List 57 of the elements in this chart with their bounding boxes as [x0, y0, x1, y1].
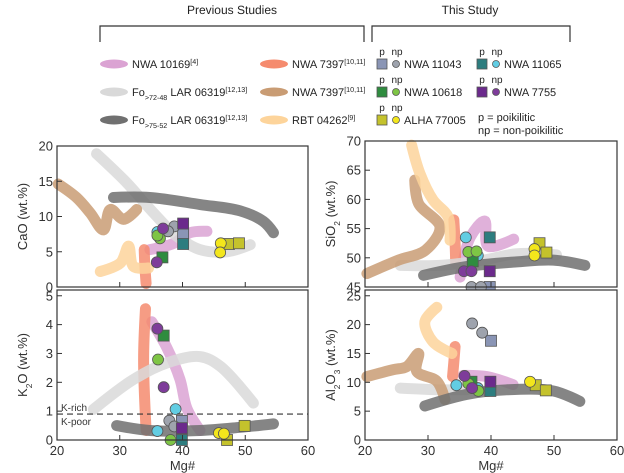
text: np	[391, 75, 403, 86]
x-tick-label: 30	[112, 443, 127, 458]
legend-label: NWA 7397$^{[10,11]}$	[292, 86, 366, 99]
y-tick-label: 4	[46, 317, 53, 332]
x-tick-label: 40	[484, 443, 498, 458]
x-tick-label: 30	[420, 443, 436, 458]
y-tick-label: 2	[46, 374, 53, 390]
text: np = non-poikilitic	[478, 125, 564, 137]
x-tick-label: 60	[610, 443, 624, 458]
text: p	[379, 75, 385, 86]
legend-label: Fo$_{>75-52}$ LAR 06319$^{[12,13]}$	[132, 114, 248, 130]
text: p	[479, 47, 485, 58]
y-tick-label: 50	[346, 250, 361, 266]
y-tick-label: 15	[346, 346, 361, 361]
y-tick-label: 65	[346, 162, 361, 178]
y-axis-title: CaO (wt.%)	[15, 182, 30, 250]
y-tick-label: 0	[354, 432, 361, 448]
x-axis-title: Mg#	[478, 458, 504, 473]
annotation: K-poor	[61, 417, 92, 428]
legend-label: Fo$_{>72-48}$ LAR 06319$^{[12,13]}$	[132, 86, 248, 102]
y-tick-label: 55	[346, 221, 361, 236]
y-tick-label: 10	[38, 209, 53, 224]
legend-label: ALHA 77005	[404, 115, 466, 127]
text: This Study	[442, 3, 498, 17]
x-tick-label: 60	[300, 443, 316, 458]
legend-label: NWA 10618	[404, 87, 462, 99]
text: np	[491, 75, 503, 86]
text: Previous Studies	[186, 3, 278, 17]
legend-label: RBT 04262$^{[9]}$	[292, 114, 356, 127]
ref-line-label: K-rich	[61, 403, 88, 414]
text: p	[379, 47, 385, 58]
y-tick-label: 60	[346, 192, 361, 207]
y-tick-label: 20	[38, 138, 53, 154]
text: p = poikilitic	[478, 112, 536, 124]
text: p	[379, 103, 386, 114]
y-tick-label: 15	[38, 174, 53, 189]
y-tick-label: 70	[346, 134, 361, 148]
legend-label: NWA 11043	[404, 59, 462, 71]
y-tick-label: 3	[46, 346, 53, 361]
y-tick-label: 10	[346, 374, 361, 390]
text: p	[479, 75, 485, 86]
y-tick-label: 20	[346, 317, 361, 332]
legend-label: NWA 10169$^{[4]}$	[132, 58, 198, 71]
legend-label: NWA 11065	[504, 59, 562, 71]
text: np	[491, 47, 503, 58]
y-tick-label: 5	[46, 244, 53, 260]
text: np	[391, 47, 403, 58]
y-tick-label: 0	[46, 432, 53, 448]
legend-label: NWA 7397$^{[10,11]}$	[292, 58, 366, 71]
text: np	[391, 103, 403, 114]
x-axis-title: Mg#	[170, 458, 196, 473]
legend-label: NWA 7755	[504, 87, 556, 99]
y-tick-label: 5	[354, 404, 361, 419]
x-tick-label: 50	[546, 443, 562, 458]
y-tick-label: 1	[46, 404, 53, 419]
x-tick-label: 40	[175, 443, 190, 458]
x-tick-label: 50	[238, 443, 252, 458]
